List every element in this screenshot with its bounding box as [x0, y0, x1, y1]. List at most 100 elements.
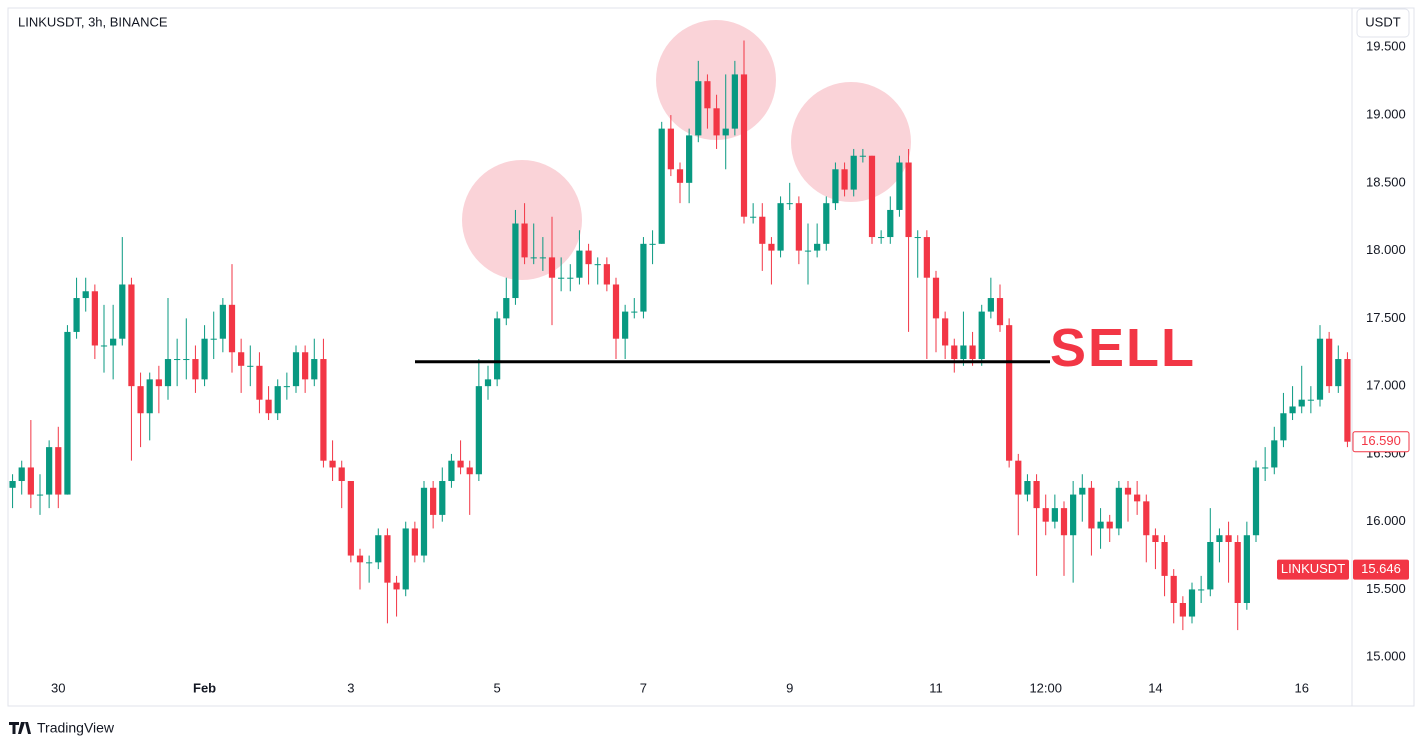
candle-body — [1316, 338, 1324, 400]
candle-body — [1088, 487, 1095, 529]
candle — [82, 277, 89, 312]
candle — [256, 352, 263, 414]
candle-body — [612, 284, 620, 339]
candle-body — [91, 291, 98, 346]
candle-body — [1188, 589, 1196, 617]
candle-body — [640, 243, 647, 312]
candle-body — [896, 162, 903, 210]
candle-body — [658, 128, 665, 244]
candle-body — [366, 562, 373, 564]
candle-body — [411, 528, 418, 556]
candle-body — [1161, 542, 1168, 576]
candle-body — [36, 494, 44, 496]
candle-body — [558, 277, 565, 279]
candle-body — [503, 298, 510, 319]
candle-body — [402, 528, 409, 590]
candle-body — [603, 264, 610, 285]
candle-body — [329, 460, 336, 468]
candle — [1042, 494, 1049, 536]
candle-body — [64, 331, 71, 495]
candle — [969, 331, 976, 366]
candle — [46, 440, 53, 509]
candle — [338, 460, 345, 509]
candle-body — [841, 169, 848, 190]
candle-body — [530, 257, 537, 259]
x-tick-label: 12:00 — [1029, 680, 1062, 695]
candle-body — [1024, 481, 1031, 495]
candle-body — [1179, 602, 1186, 617]
candle — [1225, 521, 1232, 583]
price-marker-box — [1352, 431, 1410, 453]
candle — [1161, 535, 1168, 597]
candle — [146, 372, 153, 441]
candle-body — [46, 447, 53, 495]
brand-name: TradingView — [37, 720, 115, 736]
candle — [795, 196, 802, 265]
candle — [1316, 325, 1324, 407]
candle-body — [1289, 406, 1296, 414]
x-tick-label: 5 — [494, 680, 501, 695]
candle — [302, 345, 309, 393]
candle-body — [1207, 542, 1214, 590]
candle — [667, 115, 674, 177]
candle-body — [960, 345, 967, 360]
candle-body — [676, 169, 684, 183]
candle-body — [1115, 487, 1122, 529]
candle-body — [238, 352, 245, 366]
candle-body — [622, 311, 629, 339]
candle — [996, 284, 1004, 332]
candle — [1298, 365, 1305, 414]
candle-body — [73, 298, 80, 332]
candle — [274, 379, 281, 421]
candle — [265, 386, 272, 421]
candle — [320, 338, 327, 468]
y-tick-label: 19.000 — [1366, 107, 1406, 122]
candle — [439, 467, 446, 522]
candle-body — [475, 386, 482, 475]
candle — [1097, 508, 1104, 549]
x-tick-label: 3 — [347, 680, 354, 695]
y-tick-label: 19.500 — [1366, 39, 1406, 54]
candle-body — [768, 243, 775, 251]
candle — [603, 257, 610, 292]
candle — [228, 264, 236, 373]
candle-body — [1143, 501, 1150, 536]
candle-body — [649, 243, 656, 245]
x-tick-label: 9 — [786, 680, 793, 695]
candle — [686, 128, 693, 204]
candle-body — [484, 379, 492, 387]
candle — [1262, 447, 1269, 482]
candle-body — [356, 555, 364, 563]
candle-body — [1152, 535, 1159, 543]
currency-button[interactable] — [1356, 8, 1410, 38]
candle-body — [1298, 399, 1305, 407]
candle — [1335, 345, 1342, 393]
candle-body — [631, 311, 638, 313]
candle-body — [951, 345, 958, 360]
candle — [585, 243, 592, 285]
candle — [859, 148, 866, 163]
candle-body — [1106, 521, 1113, 529]
candle-body — [448, 460, 455, 482]
candle-body — [311, 359, 318, 380]
candle-body — [430, 487, 437, 515]
candles — [9, 40, 1351, 631]
candle-body — [585, 250, 592, 265]
candle — [283, 372, 290, 400]
candle — [1124, 481, 1132, 522]
candle-body — [192, 359, 199, 380]
x-tick-label: 11 — [929, 680, 943, 695]
candle — [137, 372, 144, 448]
candle — [640, 237, 647, 319]
candle-body — [996, 298, 1004, 326]
currency-label[interactable]: USDT — [1365, 14, 1400, 29]
candle — [841, 162, 848, 197]
candle-body — [1051, 508, 1058, 522]
candle — [1179, 596, 1186, 631]
candle-body — [969, 345, 976, 360]
candle — [1115, 481, 1122, 536]
candle — [1252, 460, 1260, 543]
x-tick-label: 30 — [51, 680, 65, 695]
candle — [823, 196, 830, 251]
candle-body — [731, 74, 738, 129]
